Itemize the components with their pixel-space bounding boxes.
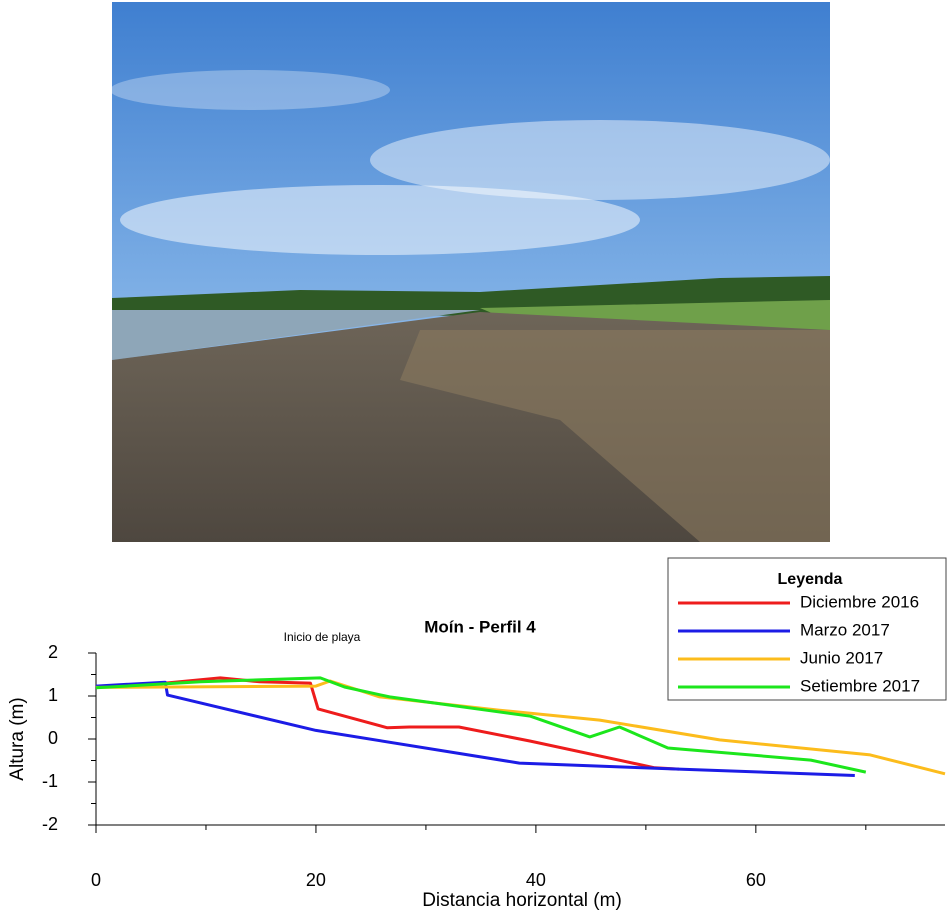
y-tick-label: 1: [48, 685, 58, 705]
series-line: [95, 679, 946, 776]
legend-title: Leyenda: [778, 571, 843, 588]
series-line: [95, 676, 867, 774]
chart-title: Moín - Perfil 4: [424, 617, 536, 636]
x-axis-label: Distancia horizontal (m): [422, 890, 622, 911]
y-tick-label: -2: [42, 814, 58, 834]
y-tick-label: 0: [48, 728, 58, 748]
y-tick-label: 2: [48, 642, 58, 662]
beach-photo: [110, 2, 830, 542]
x-tick-label: 0: [91, 870, 101, 890]
legend-label: Marzo 2017: [800, 620, 890, 639]
series-line: [95, 680, 855, 777]
y-axis-label: Altura (m): [7, 697, 28, 780]
legend-label: Diciembre 2016: [800, 592, 919, 611]
chart: Moín - Perfil 4 Inicio de playa Distanci…: [7, 557, 947, 911]
series-line: [95, 676, 679, 771]
x-tick-label: 60: [746, 870, 766, 890]
x-tick-label: 40: [526, 870, 546, 890]
legend-label: Junio 2017: [800, 648, 883, 667]
legend-box: [667, 557, 947, 701]
x-tick-label: 20: [306, 870, 326, 890]
annotation: Inicio de playa: [284, 630, 361, 644]
y-tick-label: -1: [42, 771, 58, 791]
legend-label: Setiembre 2017: [800, 676, 920, 695]
